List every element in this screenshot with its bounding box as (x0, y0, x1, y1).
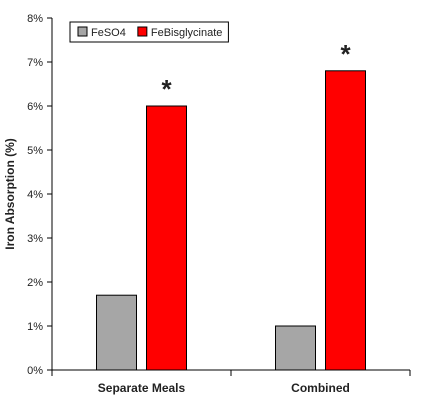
y-tick-label: 8% (27, 13, 43, 25)
bar-feso4-combined (275, 325, 316, 371)
bar-feso4-separate-meals (96, 294, 137, 371)
bar-febisglycinate-combined (325, 70, 366, 371)
y-tick-label: 5% (27, 145, 43, 157)
y-tick-label: 7% (27, 57, 43, 69)
legend-label-feso4: FeSO4 (91, 27, 126, 39)
y-tick-label: 1% (27, 321, 43, 333)
significance-asterisk: * (340, 39, 351, 69)
y-tick-label: 0% (27, 365, 43, 377)
significance-asterisk: * (161, 74, 172, 104)
x-category-label: Combined (291, 381, 350, 395)
legend-label-febisglycinate: FeBisglycinate (151, 27, 223, 39)
bar-febisglycinate-separate-meals (146, 105, 187, 371)
y-tick-label: 2% (27, 277, 43, 289)
y-axis-title: Iron Absorption (%) (3, 138, 17, 250)
y-tick-label: 3% (27, 233, 43, 245)
legend-box (69, 21, 229, 43)
y-tick-label: 6% (27, 101, 43, 113)
x-category-label: Separate Meals (98, 381, 186, 395)
y-tick-label: 4% (27, 189, 43, 201)
legend-swatch-febisglycinate (137, 26, 148, 37)
legend-swatch-feso4 (77, 26, 88, 37)
